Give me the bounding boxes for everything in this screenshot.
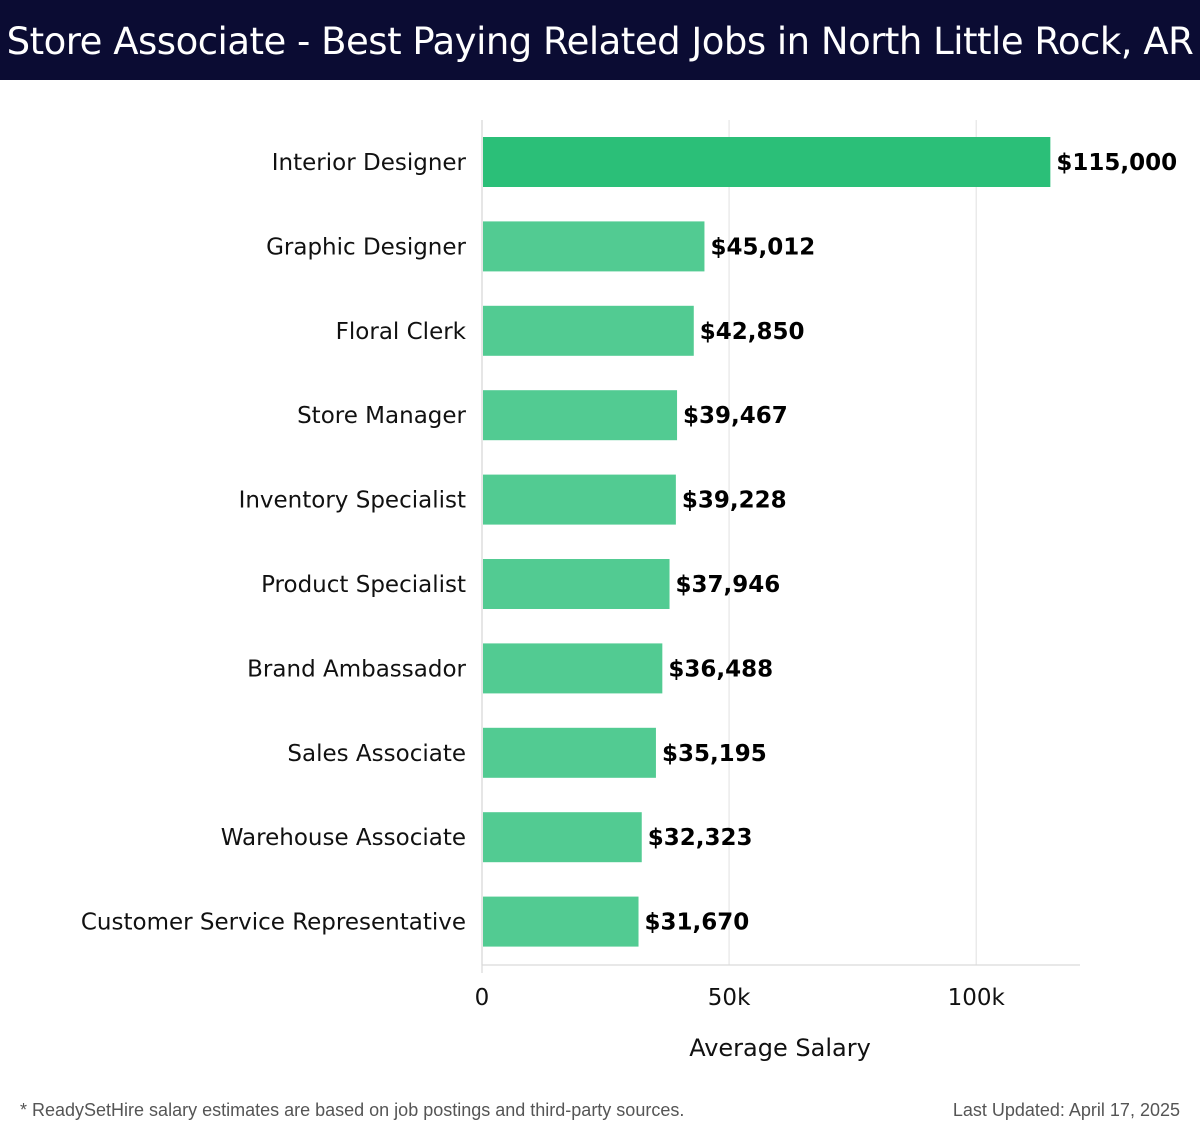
bar-2 <box>483 305 694 356</box>
bar-1 <box>483 221 705 272</box>
x-tick-label: 50k <box>708 985 751 1011</box>
value-label: $36,488 <box>668 656 773 682</box>
bar-9 <box>483 896 639 947</box>
salary-bar-chart: 0 50k 100k Interior Designer $115,000 Graphic… <box>81 120 1177 1062</box>
bar-7 <box>483 727 656 778</box>
value-label: $37,946 <box>676 572 781 598</box>
category-label: Interior Designer <box>272 150 467 176</box>
value-label: $42,850 <box>700 319 805 345</box>
category-label: Product Specialist <box>261 572 466 598</box>
bar-4 <box>483 474 676 525</box>
value-label: $115,000 <box>1056 150 1177 176</box>
value-label: $35,195 <box>662 741 767 767</box>
category-label: Customer Service Representative <box>81 910 466 936</box>
category-label: Sales Associate <box>287 741 466 767</box>
value-label: $45,012 <box>710 234 815 260</box>
value-label: $31,670 <box>645 910 750 936</box>
bars <box>483 137 1051 947</box>
category-label: Brand Ambassador <box>247 656 466 682</box>
last-updated: Last Updated: April 17, 2025 <box>952 1100 1180 1120</box>
value-label: $32,323 <box>648 825 753 851</box>
title-bar: Store Associate - Best Paying Related Jo… <box>0 0 1200 80</box>
x-tick-label: 0 <box>475 985 490 1011</box>
bar-8 <box>483 812 642 863</box>
bar-6 <box>483 643 663 694</box>
axes <box>481 120 1080 973</box>
x-axis-title: Average Salary <box>689 1034 871 1062</box>
value-label: $39,228 <box>682 488 787 514</box>
bar-0 <box>483 137 1051 187</box>
bar-3 <box>483 390 678 441</box>
x-tick-label: 100k <box>948 985 1006 1011</box>
category-label: Store Manager <box>297 403 466 429</box>
category-label: Inventory Specialist <box>239 488 466 514</box>
labels: 0 50k 100k Interior Designer $115,000 Graphic… <box>81 150 1177 1062</box>
bar-5 <box>483 559 670 609</box>
category-label: Graphic Designer <box>266 234 466 260</box>
category-label: Floral Clerk <box>336 319 467 345</box>
value-label: $39,467 <box>683 403 788 429</box>
footnote: * ReadySetHire salary estimates are base… <box>20 1100 685 1120</box>
category-label: Warehouse Associate <box>221 825 466 851</box>
chart-title: Store Associate - Best Paying Related Jo… <box>6 20 1194 63</box>
